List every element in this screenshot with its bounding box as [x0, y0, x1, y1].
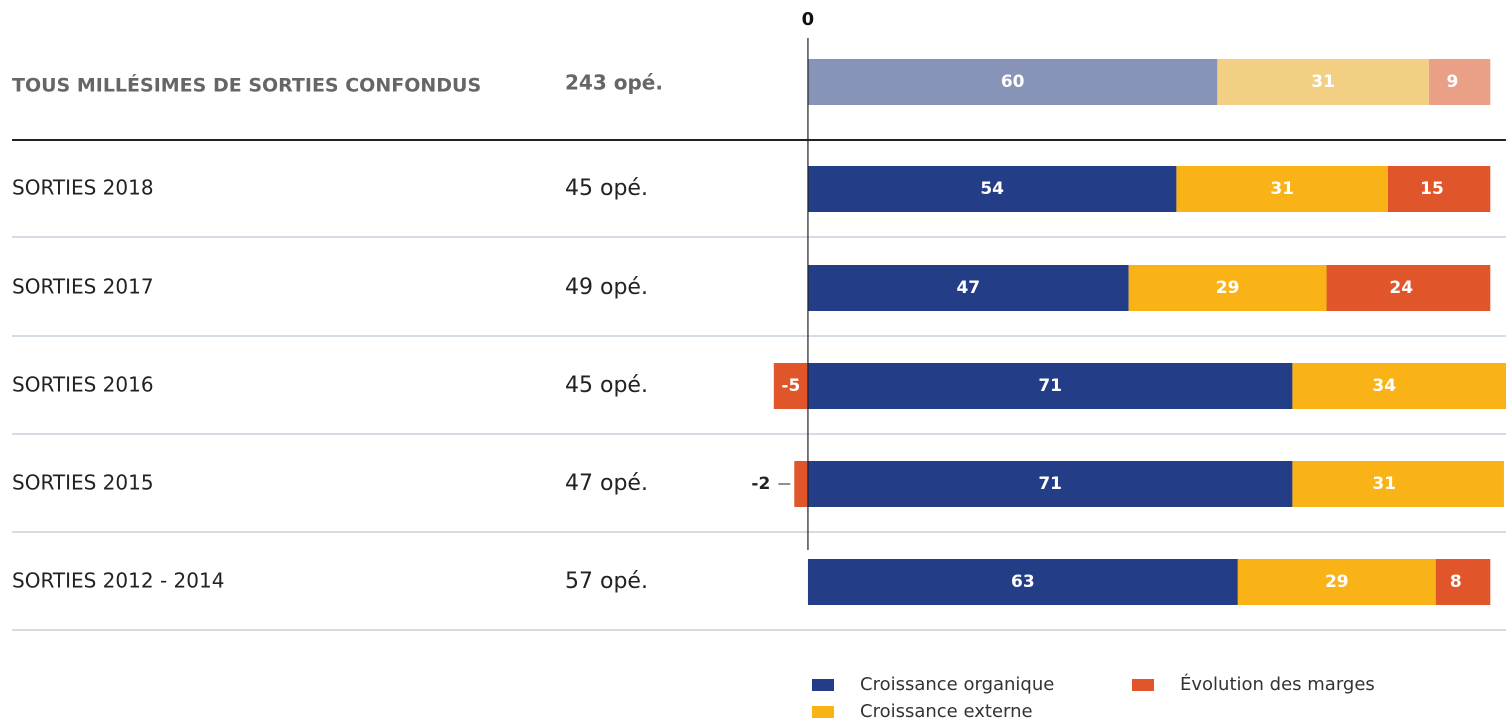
bar-segment [1292, 461, 1504, 507]
count-label: 47 opé. [565, 471, 648, 496]
count-label: 49 opé. [565, 275, 648, 300]
value-label: 71 [1038, 376, 1062, 396]
count-label: 243 opé. [565, 71, 663, 95]
value-label: 71 [1038, 474, 1062, 494]
bar-segment [794, 461, 808, 507]
legend-swatch [1132, 679, 1154, 691]
value-label: 31 [1372, 474, 1396, 494]
bar-segment [807, 461, 1293, 507]
category-label: SORTIES 2015 [12, 471, 154, 495]
value-label: 31 [1311, 72, 1335, 92]
bar-segment [773, 363, 808, 409]
bar-segment [1176, 166, 1388, 212]
bar-segment [1387, 166, 1491, 212]
value-label: 34 [1372, 376, 1396, 396]
category-label: SORTIES 2017 [12, 275, 154, 299]
count-label: 45 opé. [565, 176, 648, 201]
value-label: -5 [781, 376, 800, 396]
count-label: 45 opé. [565, 373, 648, 398]
legend-label: Croissance organique [860, 674, 1054, 695]
category-label: SORTIES 2018 [12, 176, 154, 200]
value-label: -2 [751, 474, 770, 494]
bar-segment [1237, 559, 1436, 605]
bar-segment [807, 559, 1238, 605]
legend-label: Croissance externe [860, 701, 1033, 722]
value-label: 47 [956, 278, 980, 298]
category-label: SORTIES 2012 - 2014 [12, 569, 224, 593]
count-label: 57 opé. [565, 569, 648, 594]
value-label: 24 [1389, 278, 1413, 298]
legend-label: Évolution des marges [1180, 673, 1375, 695]
value-label: 15 [1420, 179, 1444, 199]
bar-segment [1435, 559, 1491, 605]
bar-segment [807, 363, 1293, 409]
value-label: 29 [1325, 572, 1349, 592]
bar-segment [1428, 59, 1491, 105]
category-label: SORTIES 2016 [12, 373, 154, 397]
x-tick-label: 0 [802, 9, 815, 30]
value-label: 54 [980, 179, 1004, 199]
legend-swatch [812, 679, 834, 691]
category-label: TOUS MILLÉSIMES DE SORTIES CONFONDUS [12, 74, 481, 97]
value-label: 9 [1447, 72, 1459, 92]
value-label: 29 [1216, 278, 1240, 298]
bar-segment [1292, 363, 1506, 409]
bar-segment [807, 166, 1177, 212]
legend-swatch [812, 706, 834, 718]
bar-segment [807, 265, 1129, 311]
value-label: 8 [1450, 572, 1462, 592]
bar-segment [1326, 265, 1491, 311]
value-label: 63 [1011, 572, 1035, 592]
bar-segment [1128, 265, 1327, 311]
value-label: 31 [1270, 179, 1294, 199]
bar-segment [807, 59, 1218, 105]
bar-segment [1217, 59, 1429, 105]
value-label: 60 [1001, 72, 1025, 92]
